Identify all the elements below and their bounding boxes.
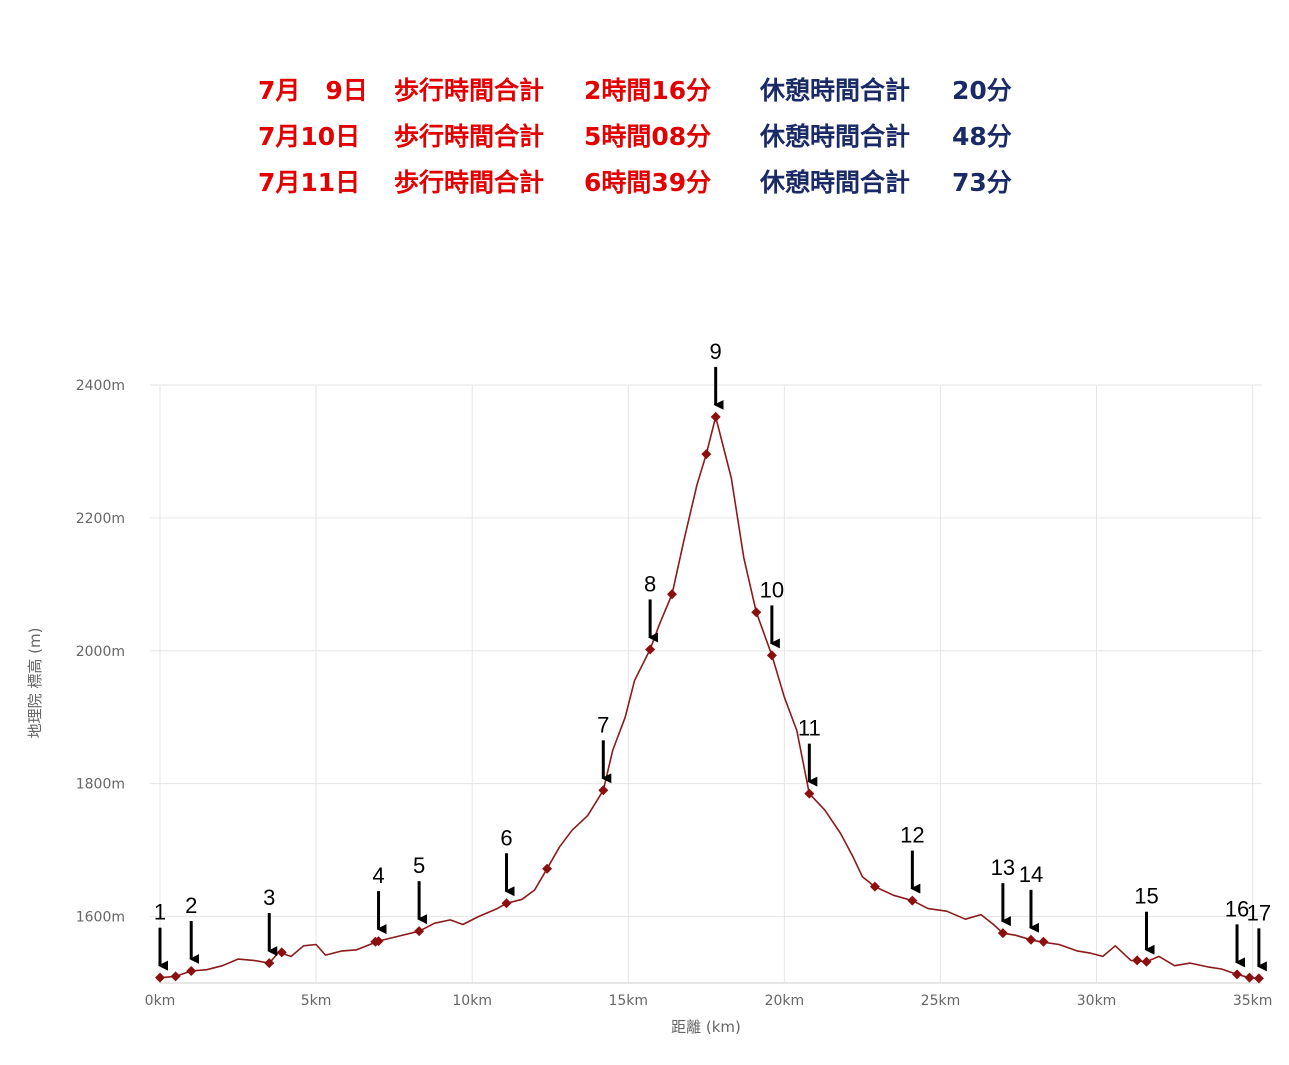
waypoint-marker — [414, 926, 425, 937]
waypoint-marker — [645, 644, 656, 655]
x-tick-label: 15km — [608, 993, 648, 1009]
waypoint-marker — [501, 898, 512, 909]
waypoint-marker — [186, 966, 197, 977]
waypoint-marker — [710, 411, 721, 422]
waypoint-label: 15 — [1134, 884, 1158, 909]
y-tick-label: 2000m — [76, 644, 125, 660]
summary-row: 7月10日 歩行時間合計 5時間08分 休憩時間合計 48分 — [258, 112, 1012, 158]
waypoint-label: 13 — [991, 855, 1015, 880]
waypoint-marker — [170, 971, 181, 982]
summary-date: 7月 9日 — [258, 76, 368, 105]
x-tick-label: 10km — [452, 993, 492, 1009]
waypoint-marker — [1038, 936, 1049, 947]
marker-layer — [155, 411, 1264, 984]
axes: 1600m 1800m 2000m 2200m 2400m 0km 5km 10km 15km 2… — [76, 378, 1273, 1009]
waypoint-label: 10 — [760, 577, 784, 602]
waypoint-marker — [542, 863, 553, 874]
waypoint-marker — [1141, 956, 1152, 967]
summary-date: 7月11日 — [258, 168, 361, 197]
x-tick-label: 25km — [921, 993, 961, 1009]
waypoint-marker — [907, 895, 918, 906]
rest-time-label: 休憩時間合計 — [760, 76, 911, 105]
grid — [150, 384, 1262, 983]
waypoint-label: 1 — [154, 900, 166, 925]
waypoint-label: 6 — [500, 825, 512, 850]
y-tick-label: 2200m — [76, 511, 125, 527]
rest-time-value: 73分 — [952, 168, 1012, 197]
walk-time-label: 歩行時間合計 — [394, 168, 545, 197]
x-tick-label: 5km — [301, 993, 332, 1009]
summary-row: 7月11日 歩行時間合計 6時間39分 休憩時間合計 73分 — [258, 158, 1012, 204]
waypoint-marker — [701, 449, 712, 460]
waypoint-label: 5 — [413, 853, 425, 878]
x-tick-label: 30km — [1077, 993, 1117, 1009]
summary-date: 7月10日 — [258, 122, 361, 151]
waypoint-marker — [264, 958, 275, 969]
waypoint-label: 2 — [185, 893, 197, 918]
waypoint-marker — [751, 607, 762, 618]
waypoint-label: 9 — [710, 339, 722, 364]
waypoint-marker — [804, 788, 815, 799]
waypoint-label: 17 — [1247, 900, 1271, 925]
y-tick-label: 2400m — [76, 378, 125, 394]
waypoint-label: 8 — [644, 571, 656, 596]
summary-row: 7月 9日 歩行時間合計 2時間16分 休憩時間合計 20分 — [258, 66, 1012, 112]
waypoint-marker — [155, 972, 165, 983]
waypoint-marker — [869, 881, 880, 892]
walk-time-value: 2時間16分 — [584, 76, 712, 105]
waypoint-marker — [1025, 934, 1036, 945]
x-axis-title: 距離 (km) — [671, 1018, 741, 1036]
waypoint-marker — [666, 589, 677, 600]
waypoint-marker — [276, 947, 287, 958]
y-tick-label: 1800m — [76, 777, 125, 793]
waypoint-label: 3 — [263, 885, 275, 910]
rest-time-label: 休憩時間合計 — [760, 122, 911, 151]
waypoint-marker — [598, 785, 609, 796]
waypoint-marker — [1132, 955, 1143, 966]
waypoint-label: 11 — [798, 716, 821, 741]
waypoint-marker — [1244, 972, 1255, 983]
x-tick-label: 20km — [765, 993, 805, 1009]
waypoint-label: 4 — [372, 863, 384, 888]
waypoint-label: 16 — [1225, 896, 1249, 921]
x-tick-label: 0km — [145, 993, 176, 1009]
series-layer — [159, 416, 1259, 980]
y-axis-title: 地理院 標高 (m) — [26, 628, 44, 739]
time-summary: 7月 9日 歩行時間合計 2時間16分 休憩時間合計 20分 7月10日 歩行時… — [258, 66, 1012, 204]
walk-time-label: 歩行時間合計 — [394, 76, 545, 105]
elevation-line — [159, 416, 1259, 980]
waypoint-label: 14 — [1019, 862, 1043, 887]
waypoint-marker — [1232, 969, 1243, 980]
waypoint-marker — [373, 936, 384, 947]
rest-time-value: 48分 — [952, 122, 1012, 151]
x-tick-label: 35km — [1233, 993, 1273, 1009]
y-tick-label: 1600m — [76, 910, 125, 926]
waypoint-label: 12 — [900, 823, 924, 848]
waypoint-label: 7 — [597, 712, 609, 737]
rest-time-value: 20分 — [952, 76, 1012, 105]
walk-time-value: 5時間08分 — [584, 122, 712, 151]
walk-time-value: 6時間39分 — [584, 168, 712, 197]
waypoint-marker — [997, 928, 1008, 939]
rest-time-label: 休憩時間合計 — [760, 168, 911, 197]
waypoint-marker — [1253, 973, 1264, 984]
walk-time-label: 歩行時間合計 — [394, 122, 545, 151]
waypoint-marker — [766, 650, 777, 661]
